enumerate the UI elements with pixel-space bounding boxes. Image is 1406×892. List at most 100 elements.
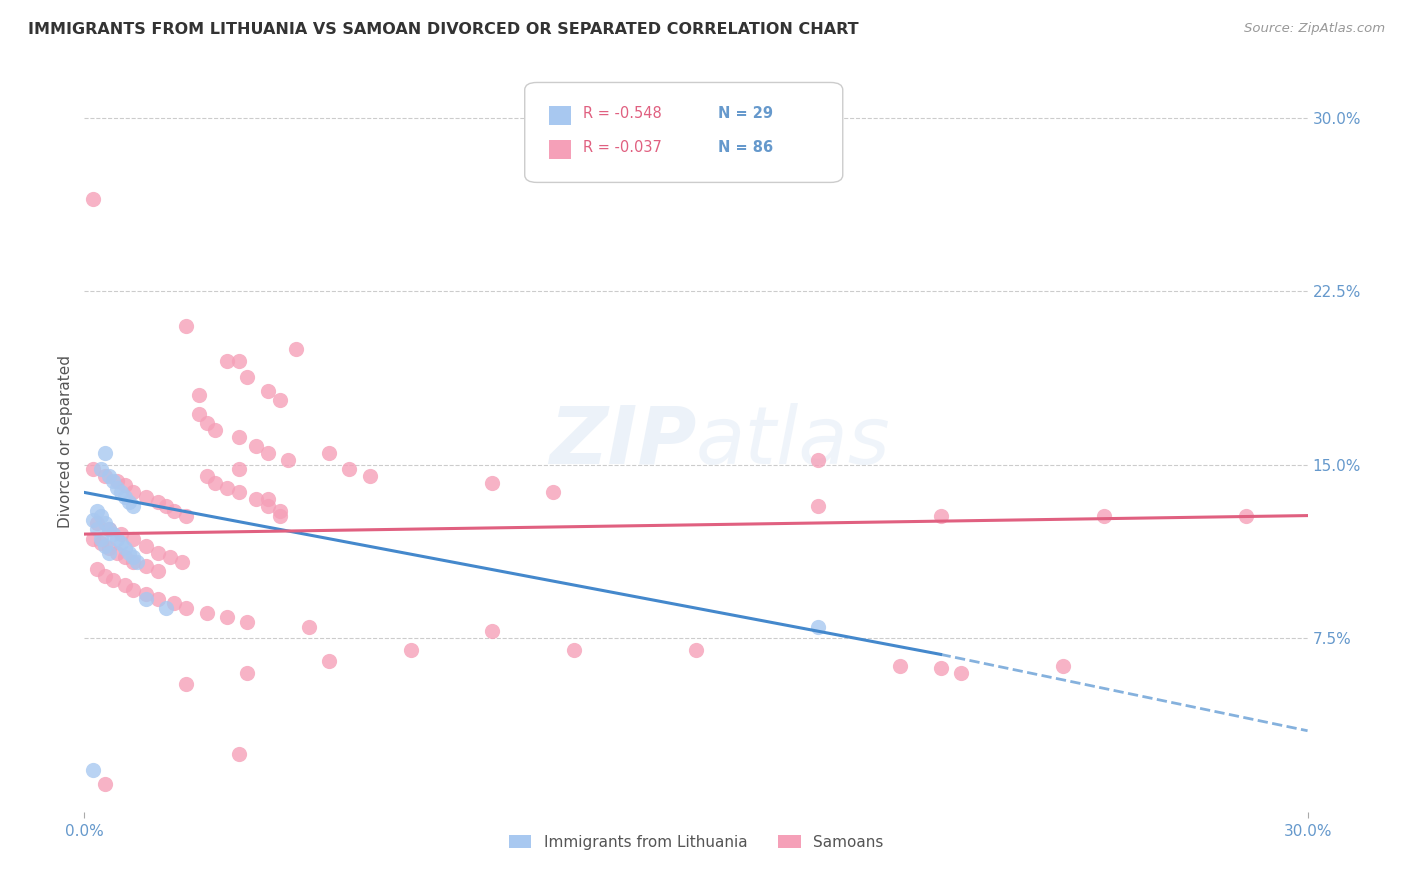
Point [97,523,120,537]
Text: ZIP: ZIP [548,402,696,481]
Point [929,508,952,523]
Point [163,504,186,518]
Point [228,430,250,444]
Point [122,582,145,597]
Point [187,407,209,421]
Point [86,516,108,530]
Text: R = -0.037: R = -0.037 [583,140,662,155]
Text: N = 29: N = 29 [718,106,773,121]
Text: IMMIGRANTS FROM LITHUANIA VS SAMOAN DIVORCED OR SEPARATED CORRELATION CHART: IMMIGRANTS FROM LITHUANIA VS SAMOAN DIVO… [28,22,859,37]
Point [187,388,209,402]
Text: N = 86: N = 86 [718,140,773,155]
Point [929,661,952,675]
Point [277,453,299,467]
Y-axis label: Divorced or Separated: Divorced or Separated [58,355,73,528]
Point [93,777,115,791]
Point [101,574,124,588]
Point [195,416,218,430]
Point [339,462,361,476]
Point [90,536,112,550]
Point [93,446,115,460]
Point [122,485,145,500]
Point [122,500,145,514]
Point [97,469,120,483]
Point [135,490,157,504]
Point [114,478,136,492]
Point [82,532,104,546]
Point [93,516,115,530]
Point [481,476,503,491]
Point [228,353,250,368]
Point [82,513,104,527]
Text: atlas: atlas [696,402,891,481]
FancyBboxPatch shape [550,106,571,125]
Point [135,587,157,601]
Point [90,532,112,546]
Point [159,550,181,565]
Point [269,508,291,523]
Point [114,550,136,565]
Point [217,481,239,495]
Point [105,545,128,560]
Point [257,492,280,507]
Point [114,541,136,555]
Point [236,369,259,384]
Point [228,485,250,500]
Point [1052,659,1074,673]
Point [399,642,422,657]
Point [105,532,128,546]
Point [285,342,308,356]
Point [1092,508,1115,523]
Point [122,550,145,565]
Point [269,392,291,407]
Point [195,606,218,620]
Point [146,564,169,578]
Point [122,555,145,569]
Point [318,654,340,668]
Point [543,485,565,500]
Point [82,763,104,777]
Point [163,597,186,611]
FancyBboxPatch shape [524,82,842,183]
Point [269,504,291,518]
Point [807,619,830,633]
Point [172,555,194,569]
Point [807,453,830,467]
Text: Source: ZipAtlas.com: Source: ZipAtlas.com [1244,22,1385,36]
Point [146,545,169,560]
Point [118,494,141,508]
Point [110,527,132,541]
Point [174,508,197,523]
Point [481,624,503,639]
Point [135,539,157,553]
Point [114,490,136,504]
Point [298,619,321,633]
Point [257,384,280,398]
Point [155,500,177,514]
Point [97,545,120,560]
Point [174,318,197,333]
Point [146,591,169,606]
Point [562,642,585,657]
Point [93,568,115,582]
Point [86,523,108,537]
Point [86,562,108,576]
Point [135,559,157,574]
Point [228,747,250,761]
Point [90,462,112,476]
Point [217,610,239,624]
Point [110,485,132,500]
Point [93,469,115,483]
Point [155,601,177,615]
Point [359,469,381,483]
Point [889,659,911,673]
Point [685,642,707,657]
FancyBboxPatch shape [550,140,571,159]
Point [82,462,104,476]
Point [807,500,830,514]
Point [101,527,124,541]
Point [257,500,280,514]
Point [1236,508,1258,523]
Point [97,523,120,537]
Point [105,481,128,495]
